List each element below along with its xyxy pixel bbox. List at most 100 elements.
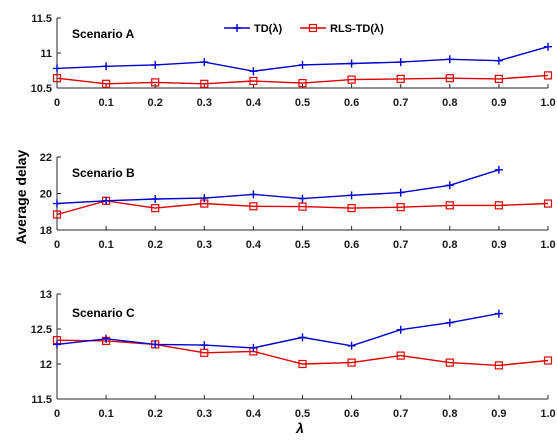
data-point	[298, 359, 307, 369]
data-point	[249, 67, 258, 76]
data-point	[543, 356, 553, 365]
x-tick-label: 0.2	[148, 239, 163, 251]
panel-1: 10.5 11 11.5 0 0.1 0.2 0.3 0.4 0.5 0.6 0.7 0.8 0.9 1.…	[31, 13, 556, 109]
y-tick-label: 11.5	[31, 394, 52, 406]
data-point	[396, 74, 405, 84]
x-tick-label: 0	[54, 97, 60, 109]
y-tick-label: 11	[40, 48, 52, 60]
y-tick-label: 10.5	[31, 83, 52, 95]
legend-label: RLS-TD(λ)	[330, 23, 384, 35]
data-point	[53, 199, 61, 208]
data-point	[445, 55, 454, 64]
data-point	[347, 341, 356, 350]
series-td	[53, 309, 503, 352]
y-tick-label: 18	[40, 225, 52, 237]
data-point	[151, 78, 160, 87]
data-point	[494, 56, 503, 65]
legend-marker	[233, 24, 241, 32]
data-point	[494, 309, 503, 318]
x-tick-label: 0.2	[148, 408, 163, 420]
series-line	[56, 169, 500, 205]
x-tick-label: 0.9	[491, 408, 506, 420]
x-tick-label: 0.1	[98, 239, 113, 251]
x-tick-label: 0	[54, 408, 60, 420]
x-tick-label: 0.8	[442, 408, 457, 420]
series-td	[53, 165, 503, 208]
data-point	[102, 62, 111, 71]
data-point	[445, 181, 454, 190]
data-point	[347, 75, 356, 84]
x-tick-label: 0.5	[295, 97, 310, 109]
data-point	[102, 334, 111, 343]
x-tick-label: 0.4	[246, 239, 262, 251]
x-axis-label: λ	[295, 420, 304, 436]
y-tick-label: 13	[40, 289, 52, 301]
data-point	[249, 343, 258, 352]
x-tick-label: 0.7	[393, 239, 408, 251]
data-point	[494, 74, 503, 84]
data-point	[544, 42, 552, 51]
x-tick-label: 0.2	[148, 97, 163, 109]
data-point	[494, 361, 503, 370]
panel-2: 18 20 22 0 0.1 0.2 0.3 0.4 0.5 0.6 0.7 0.8 0.9 1.0 Sce…	[40, 152, 556, 251]
x-tick-label: 0	[54, 239, 60, 251]
y-tick-label: 11.5	[31, 13, 52, 25]
data-point	[445, 318, 454, 327]
panel-title: Scenario C	[72, 306, 135, 320]
data-point	[445, 74, 454, 83]
x-tick-label: 0.6	[344, 239, 359, 251]
data-point	[53, 64, 61, 73]
data-point	[298, 202, 307, 211]
series-line	[56, 339, 549, 367]
x-tick-label: 0.9	[491, 239, 506, 251]
data-point	[494, 201, 503, 210]
data-point	[52, 210, 62, 219]
x-tick-label: 0.3	[197, 239, 212, 251]
panel-title: Scenario A	[72, 27, 135, 41]
data-point	[249, 190, 258, 199]
data-point	[347, 204, 356, 213]
y-tick-label: 22	[40, 152, 52, 164]
x-tick-label: 0.1	[98, 408, 113, 420]
data-point	[200, 194, 209, 203]
y-axis-label: Average delay	[13, 150, 29, 245]
x-tick-label: 0.5	[295, 408, 310, 420]
data-point	[249, 202, 258, 211]
y-tick-label: 20	[40, 189, 52, 201]
data-point	[445, 201, 454, 210]
x-tick-label: 0.4	[246, 97, 262, 109]
x-tick-label: 0.5	[295, 239, 310, 251]
data-point	[298, 78, 307, 88]
data-point	[249, 76, 258, 86]
x-tick-label: 0.6	[344, 408, 359, 420]
data-point	[102, 196, 111, 205]
data-point	[298, 60, 307, 69]
legend-item-td: TD(λ)	[224, 23, 282, 35]
data-point	[298, 194, 307, 203]
series-line	[56, 312, 500, 349]
x-tick-label: 0.6	[344, 97, 359, 109]
series-rls-td	[52, 71, 553, 88]
data-point	[151, 194, 160, 203]
y-tick-label: 12.5	[31, 324, 52, 336]
legend: TD(λ) RLS-TD(λ)	[224, 23, 384, 35]
data-point	[200, 58, 209, 67]
data-point	[396, 188, 405, 197]
data-point	[396, 325, 405, 334]
data-point	[543, 71, 553, 80]
data-point	[101, 79, 111, 88]
data-point	[52, 74, 62, 83]
x-tick-label: 0.3	[197, 97, 212, 109]
x-tick-label: 0.7	[393, 408, 408, 420]
data-point	[298, 333, 307, 342]
data-point	[200, 348, 209, 357]
x-tick-label: 0.1	[98, 97, 113, 109]
panel-title: Scenario B	[72, 166, 135, 180]
data-point	[396, 351, 405, 360]
data-point	[53, 340, 61, 349]
x-tick-label: 0.8	[442, 239, 457, 251]
data-point	[200, 341, 209, 350]
x-tick-label: 0.3	[197, 408, 212, 420]
data-point	[151, 340, 160, 349]
